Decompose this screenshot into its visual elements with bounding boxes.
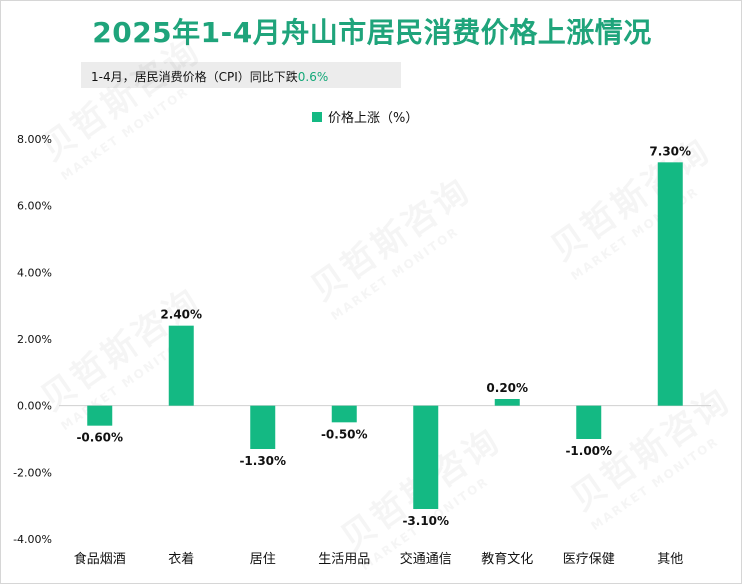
x-category-label: 衣着 <box>168 551 194 567</box>
data-label: -1.30% <box>239 454 286 468</box>
data-label: 0.20% <box>486 381 528 395</box>
bar <box>331 405 357 423</box>
y-tick-label: -4.00% <box>13 533 52 546</box>
data-label: -3.10% <box>402 514 449 528</box>
subtitle-highlight: 0.6% <box>297 70 329 84</box>
subtitle-prefix: 1-4月，居民消费价格（CPI）同比下跌 <box>91 70 298 84</box>
y-tick-label: 2.00% <box>17 333 52 346</box>
subtitle-box: 1-4月，居民消费价格（CPI）同比下跌0.6% <box>81 62 401 88</box>
y-tick-label: 6.00% <box>17 200 52 213</box>
data-label: 2.40% <box>160 308 202 322</box>
y-tick-label: 0.00% <box>17 400 52 413</box>
y-tick-label: -2.00% <box>13 466 52 479</box>
legend-swatch <box>312 111 322 122</box>
subtitle-text: 1-4月，居民消费价格（CPI）同比下跌0.6% <box>91 68 328 85</box>
x-category-label: 教育文化 <box>481 551 533 567</box>
bar <box>250 405 276 449</box>
data-label: -0.50% <box>321 427 368 441</box>
bar <box>494 399 520 406</box>
y-tick-label: 4.00% <box>17 266 52 279</box>
x-category-label: 生活用品 <box>318 552 370 567</box>
chart-title: 2025年1-4月舟山市居民消费价格上涨情况 <box>92 16 652 49</box>
legend: 价格上涨（%） <box>312 107 418 126</box>
bar <box>168 325 194 406</box>
data-label: -1.00% <box>565 444 612 458</box>
legend-label: 价格上涨（%） <box>328 111 419 126</box>
data-label: 7.30% <box>649 144 691 158</box>
x-category-label: 居住 <box>250 552 276 567</box>
data-label: -0.60% <box>76 431 123 445</box>
x-category-label: 其他 <box>657 552 683 567</box>
x-category-label: 交通通信 <box>400 551 452 567</box>
x-category-label: 医疗保健 <box>563 552 615 567</box>
x-category-label: 食品烟酒 <box>74 551 126 567</box>
bar <box>576 405 602 439</box>
bar <box>413 405 439 509</box>
bar <box>87 405 113 426</box>
bar <box>657 162 683 406</box>
y-tick-label: 8.00% <box>17 133 52 146</box>
